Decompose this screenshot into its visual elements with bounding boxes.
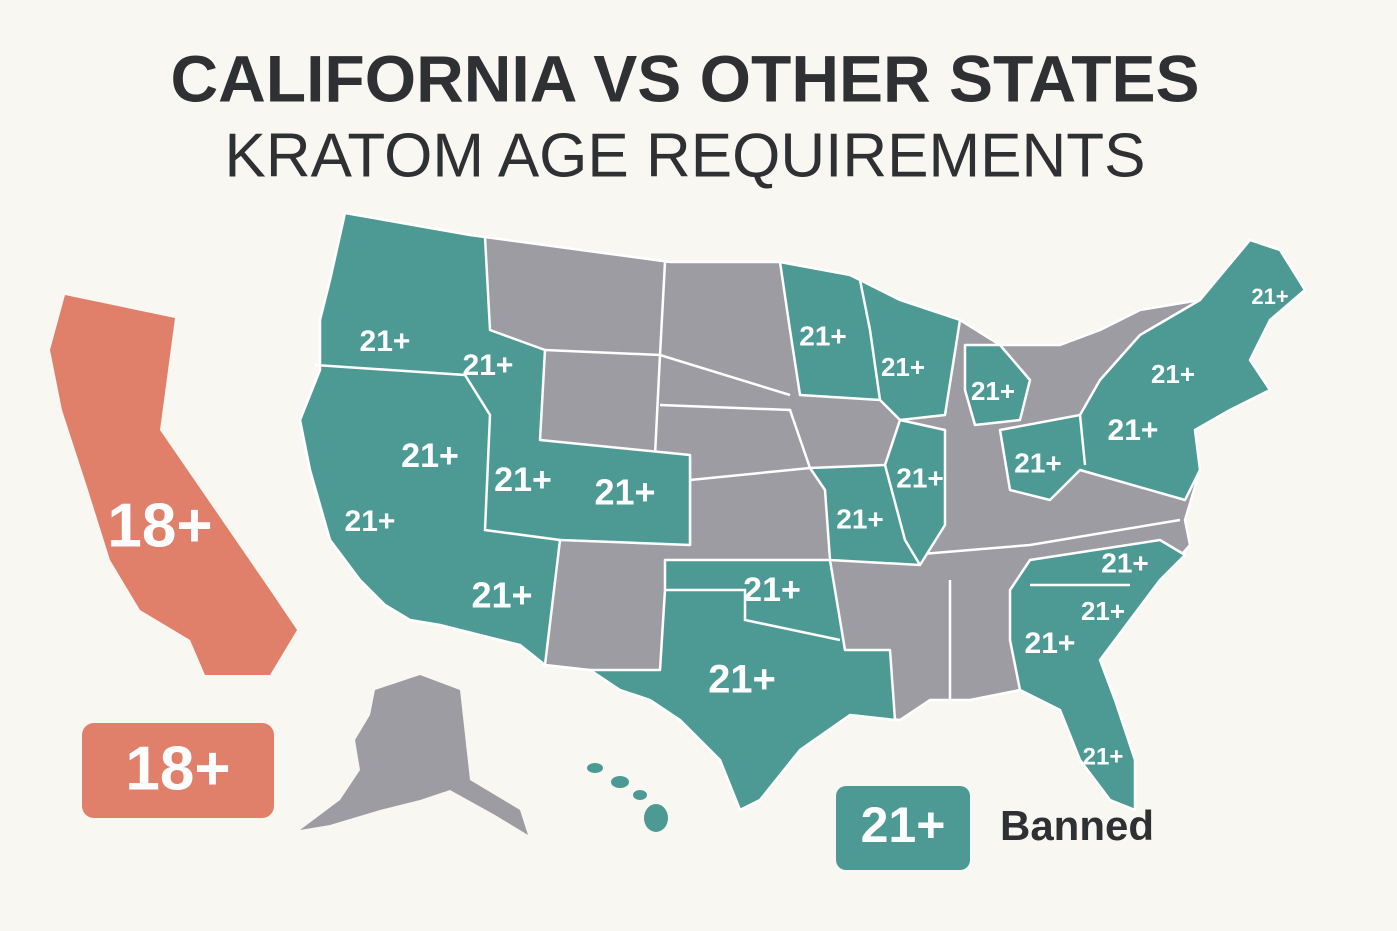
border bbox=[659, 403, 812, 482]
hawaii-island bbox=[587, 763, 603, 773]
state-label: 21+ bbox=[971, 376, 1015, 406]
teal-southeast bbox=[1008, 538, 1187, 812]
legend-swatch-21 bbox=[836, 786, 970, 870]
state-label: 21+ bbox=[1251, 284, 1288, 309]
state-label: 21+ bbox=[471, 575, 532, 616]
hawaii-island bbox=[611, 776, 629, 788]
us-map bbox=[298, 211, 1307, 835]
teal-west bbox=[298, 211, 692, 667]
state-label: 21+ bbox=[463, 349, 514, 382]
alaska bbox=[300, 675, 528, 835]
state-labels: 21+21+21+21+21+ 21+21+21+21+21+21+21+21+2… bbox=[345, 284, 1289, 771]
state-label: 21+ bbox=[1025, 627, 1076, 660]
border bbox=[314, 363, 561, 542]
border bbox=[1078, 414, 1087, 466]
teal-south-central bbox=[588, 558, 897, 812]
legend-label: Banned bbox=[1000, 802, 1154, 849]
subtitle: KRATOM AGE REQUIREMENTS bbox=[225, 121, 1146, 190]
legend-label: 18+ bbox=[125, 734, 230, 803]
state-label: 21+ bbox=[494, 461, 552, 499]
state-label: 21+ bbox=[1081, 596, 1125, 626]
california-shape bbox=[50, 295, 297, 675]
state-label: 21+ bbox=[799, 320, 847, 351]
state-label: 21+ bbox=[594, 472, 655, 513]
state-label: 21+ bbox=[401, 437, 459, 475]
state-label: 21+ bbox=[1083, 743, 1124, 770]
state-label: 21+ bbox=[836, 503, 884, 534]
border bbox=[883, 464, 922, 566]
border bbox=[858, 279, 882, 401]
teal-northeast bbox=[998, 238, 1307, 502]
state-label: 21+ bbox=[896, 462, 944, 493]
state-label: 21+ bbox=[1151, 359, 1195, 389]
state-label: 21+ bbox=[881, 352, 925, 382]
title: CALIFORNIA VS OTHER STATES bbox=[170, 41, 1199, 115]
hawaii bbox=[587, 763, 668, 832]
border bbox=[665, 588, 841, 642]
hawaii-island bbox=[644, 804, 668, 832]
teal-mi bbox=[963, 343, 1032, 427]
state-label: 21+ bbox=[743, 571, 801, 609]
state-label: 21+ bbox=[1014, 447, 1062, 478]
legend-label: 21+ bbox=[861, 797, 946, 853]
teal-mn-wi bbox=[778, 260, 962, 422]
state-label: 21+ bbox=[360, 325, 411, 358]
california-label: 18+ bbox=[107, 491, 212, 560]
border bbox=[909, 518, 1181, 557]
legend-swatch-18 bbox=[82, 723, 274, 818]
teal-il-mo bbox=[808, 418, 947, 567]
hawaii-island bbox=[633, 790, 647, 800]
state-label: 21+ bbox=[1101, 547, 1149, 578]
state-label: 21+ bbox=[345, 505, 396, 538]
border bbox=[544, 348, 791, 397]
state-label: 21+ bbox=[708, 658, 776, 702]
state-label: 21+ bbox=[1108, 414, 1159, 447]
